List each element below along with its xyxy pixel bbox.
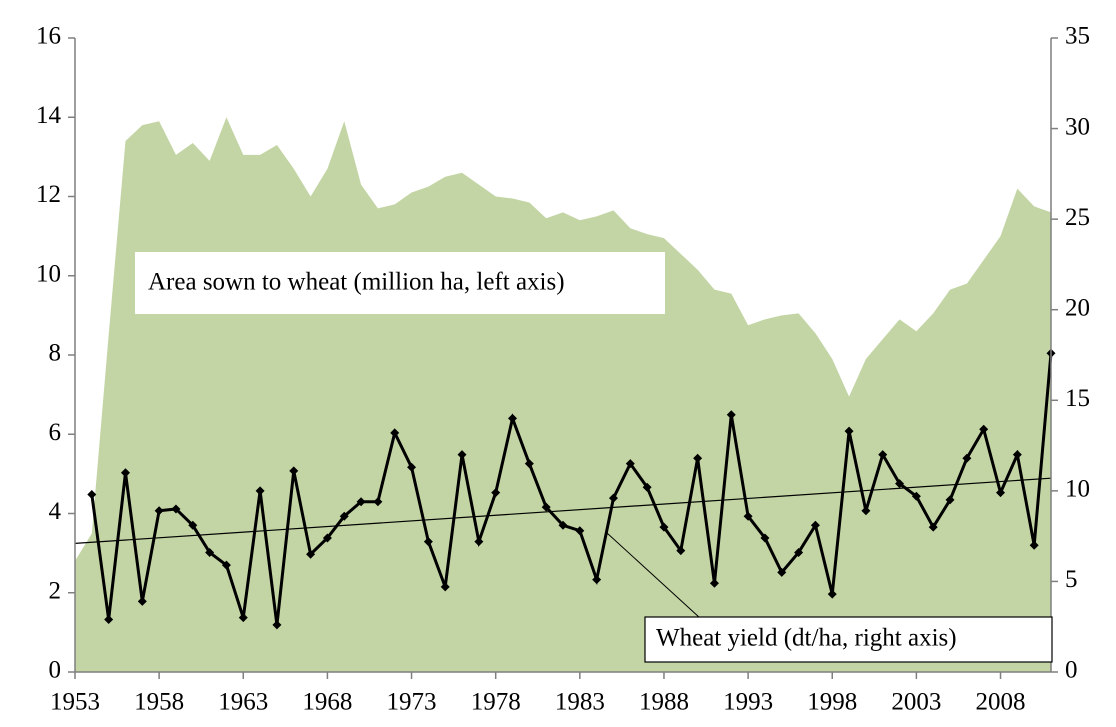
y2-tick-label: 35 [1065, 23, 1090, 50]
marker [306, 549, 316, 559]
marker [440, 582, 450, 592]
marker [238, 613, 248, 623]
y-tick-label: 4 [49, 498, 62, 525]
marker [575, 526, 585, 536]
marker [962, 453, 972, 463]
x-tick-label: 1983 [555, 689, 605, 716]
marker [508, 413, 518, 423]
marker [676, 546, 686, 556]
marker [457, 450, 467, 460]
marker [289, 466, 299, 476]
x-tick-label: 1963 [218, 689, 268, 716]
annotation: Wheat yield (dt/ha, right axis) [656, 625, 957, 652]
marker [709, 578, 719, 588]
x-tick-label: 1978 [471, 689, 521, 716]
marker [1012, 450, 1022, 460]
marker [322, 533, 332, 543]
y-tick-label: 2 [49, 577, 62, 604]
marker [844, 426, 854, 436]
marker [726, 410, 736, 420]
marker [120, 468, 130, 478]
x-tick-label: 1953 [50, 689, 100, 716]
annotation: Area sown to wheat (million ha, left axi… [148, 269, 565, 296]
x-tick-label: 1958 [134, 689, 184, 716]
marker [491, 488, 501, 498]
marker [255, 486, 265, 496]
marker [154, 506, 164, 516]
marker [339, 511, 349, 521]
marker [558, 520, 568, 530]
y2-tick-label: 5 [1065, 566, 1078, 593]
x-tick-label: 1968 [302, 689, 352, 716]
marker [608, 493, 618, 503]
marker [642, 482, 652, 492]
y-tick-label: 6 [49, 419, 62, 446]
x-tick-label: 1998 [807, 689, 857, 716]
marker [205, 547, 215, 557]
marker [928, 522, 938, 532]
y2-tick-label: 15 [1065, 385, 1090, 412]
marker [474, 537, 484, 547]
x-tick-label: 2003 [891, 689, 941, 716]
annotation-box [644, 616, 1053, 663]
marker [1029, 540, 1039, 550]
area [75, 117, 1051, 672]
marker [743, 511, 753, 521]
trend-line [74, 477, 1052, 544]
y-tick-label: 0 [49, 657, 62, 684]
y-tick-label: 16 [36, 23, 61, 50]
y-tick-label: 8 [49, 340, 62, 367]
marker [524, 459, 534, 469]
marker [188, 520, 198, 530]
marker [861, 506, 871, 516]
marker [87, 489, 97, 499]
x-tick-label: 2008 [976, 689, 1026, 716]
y-tick-label: 12 [36, 181, 61, 208]
marker [625, 459, 635, 469]
y2-tick-label: 0 [1065, 657, 1078, 684]
marker [878, 450, 888, 460]
leader-line [606, 532, 701, 619]
marker [541, 502, 551, 512]
marker [221, 560, 231, 570]
y2-tick-label: 25 [1065, 204, 1090, 231]
marker [945, 495, 955, 505]
marker [996, 488, 1006, 498]
line [90, 353, 1053, 626]
marker [827, 589, 837, 599]
marker [777, 567, 787, 577]
marker [794, 547, 804, 557]
marker [659, 522, 669, 532]
y2-tick-label: 30 [1065, 113, 1090, 140]
marker [423, 537, 433, 547]
marker [272, 620, 282, 630]
marker [895, 479, 905, 489]
annotation-box [135, 252, 665, 314]
marker [390, 428, 400, 438]
marker [810, 520, 820, 530]
marker [407, 462, 417, 472]
marker [911, 491, 921, 501]
x-tick-label: 1973 [387, 689, 437, 716]
marker [104, 614, 114, 624]
y-tick-label: 14 [36, 102, 62, 129]
marker [137, 596, 147, 606]
marker [979, 424, 989, 434]
x-tick-label: 1993 [723, 689, 773, 716]
marker [693, 453, 703, 463]
x-tick-label: 1988 [639, 689, 689, 716]
marker [592, 575, 602, 585]
marker [373, 497, 383, 507]
marker [171, 504, 181, 514]
marker [356, 497, 366, 507]
y2-tick-label: 10 [1065, 476, 1090, 503]
y-tick-label: 10 [36, 260, 61, 287]
y2-tick-label: 20 [1065, 294, 1090, 321]
marker [760, 533, 770, 543]
